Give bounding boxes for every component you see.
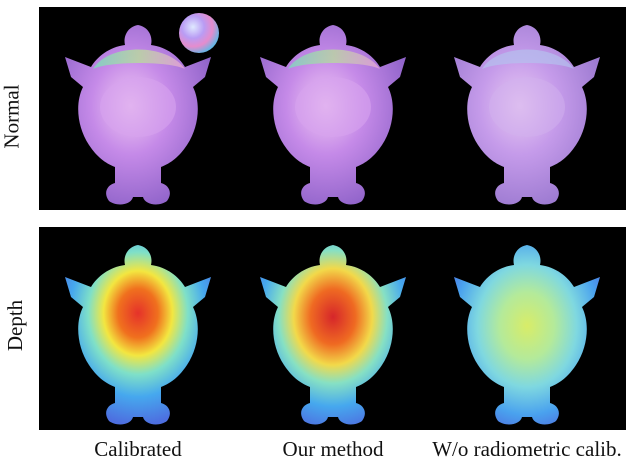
column-label-our-method: Our method — [282, 437, 384, 461]
panel-normal-our-method — [234, 7, 432, 210]
panel-normal-wo-radiometric — [428, 7, 626, 210]
panel-depth-wo-radiometric — [428, 227, 626, 430]
row-label-normal: Normal — [0, 84, 24, 149]
column-label-calibrated: Calibrated — [94, 437, 182, 461]
column-label-wo-radiometric: W/o radiometric calib. — [432, 437, 622, 461]
panel-normal-calibrated — [39, 7, 237, 210]
normal-sphere-icon — [179, 13, 219, 53]
panel-depth-calibrated — [39, 227, 237, 430]
row-label-depth: Depth — [3, 299, 28, 352]
panel-depth-our-method — [234, 227, 432, 430]
